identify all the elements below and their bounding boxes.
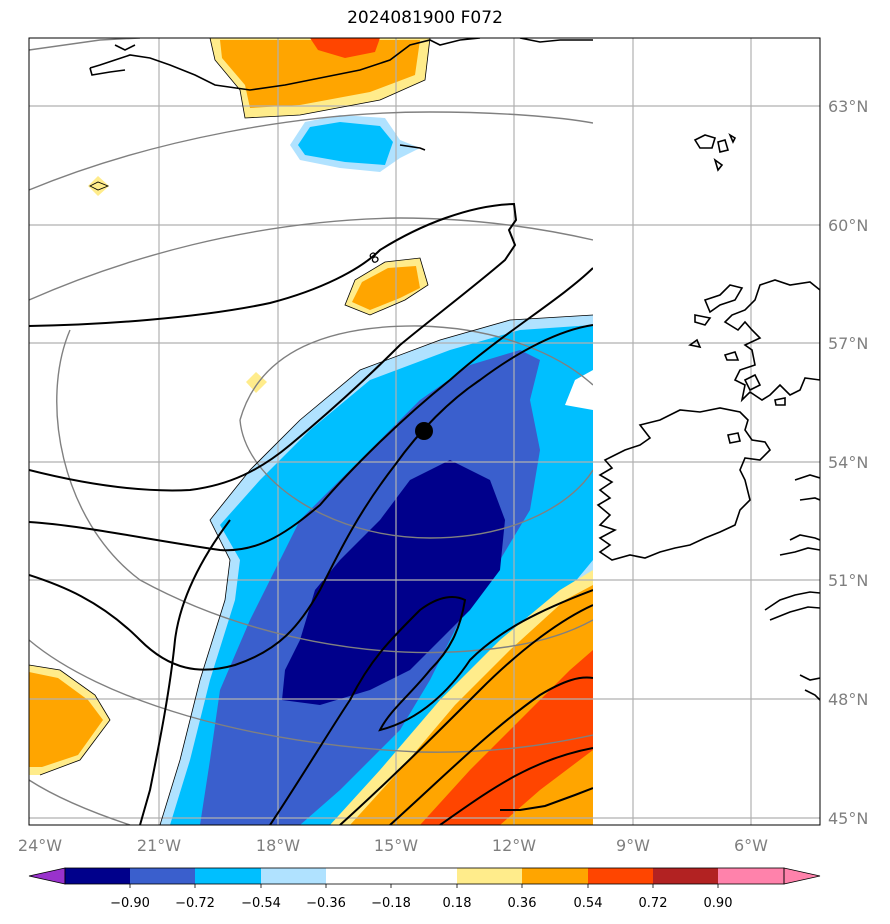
colorbar-seg-2 (130, 868, 195, 884)
map-title: 2024081900 F072 (347, 8, 503, 28)
lat-label: 63°N (828, 97, 868, 116)
colorbar-seg-6 (457, 868, 522, 884)
lat-axis-labels: 63°N 60°N 57°N 54°N 51°N 48°N 45°N (828, 97, 868, 828)
colorbar-tick: −0.72 (175, 896, 215, 911)
lon-label: 24°W (18, 836, 62, 855)
lon-label: 9°W (616, 836, 650, 855)
lon-label: 21°W (137, 836, 181, 855)
colorbar-extend-low (28, 867, 66, 885)
lon-label: 18°W (256, 836, 300, 855)
lon-axis-labels: 24°W 21°W 18°W 15°W 12°W 9°W 6°W (18, 836, 768, 855)
colorbar-frame (64, 867, 785, 885)
colorbar-seg-9 (653, 868, 718, 884)
colorbar-seg-10 (718, 868, 784, 884)
colorbar-tick: −0.90 (110, 896, 150, 911)
colorbar: −0.90 −0.72 −0.54 −0.36 −0.18 0.18 0.36 … (28, 867, 821, 911)
pos-band-red (420, 650, 593, 825)
colorbar-seg-4 (261, 868, 326, 884)
colorbar-seg-8 (588, 868, 653, 884)
colorbar-extend-high (783, 867, 821, 885)
location-marker (415, 422, 433, 440)
colorbar-seg-5 (326, 868, 457, 884)
lat-label: 48°N (828, 690, 868, 709)
black-contours (29, 202, 593, 825)
lon-label: 15°W (374, 836, 418, 855)
colorbar-tick: 0.36 (508, 896, 537, 911)
neg-blob-cyan (298, 122, 393, 165)
colorbar-seg-1 (65, 868, 130, 884)
lat-label: 54°N (828, 453, 868, 472)
coastlines (89, 38, 820, 701)
colorbar-tick: 0.18 (443, 896, 472, 911)
pos-left-orange (29, 672, 103, 767)
gray-contours (29, 38, 593, 825)
map-frame (28, 37, 821, 826)
lat-label: 60°N (828, 216, 868, 235)
pos-top-red (310, 38, 380, 58)
pos-mid-orange (352, 266, 420, 310)
graticule (29, 38, 820, 825)
colorbar-tick: 0.54 (574, 896, 603, 911)
colorbar-tick: −0.18 (371, 896, 411, 911)
lon-label: 12°W (492, 836, 536, 855)
colorbar-tick: −0.54 (241, 896, 281, 911)
colorbar-seg-7 (522, 868, 588, 884)
shaded-field (29, 38, 593, 825)
lat-label: 57°N (828, 334, 868, 353)
lon-label: 6°W (734, 836, 768, 855)
neg-band-navy (282, 460, 505, 705)
colorbar-tick: 0.90 (704, 896, 733, 911)
colorbar-tick: −0.36 (306, 896, 346, 911)
lat-label: 51°N (828, 571, 868, 590)
lat-label: 45°N (828, 809, 868, 828)
colorbar-tick: 0.72 (639, 896, 668, 911)
pos-dot-1 (88, 176, 109, 196)
shade-outlines (29, 38, 593, 825)
pos-top-orange (220, 40, 420, 108)
neg-band-hole (565, 370, 593, 410)
colorbar-seg-3 (195, 868, 261, 884)
